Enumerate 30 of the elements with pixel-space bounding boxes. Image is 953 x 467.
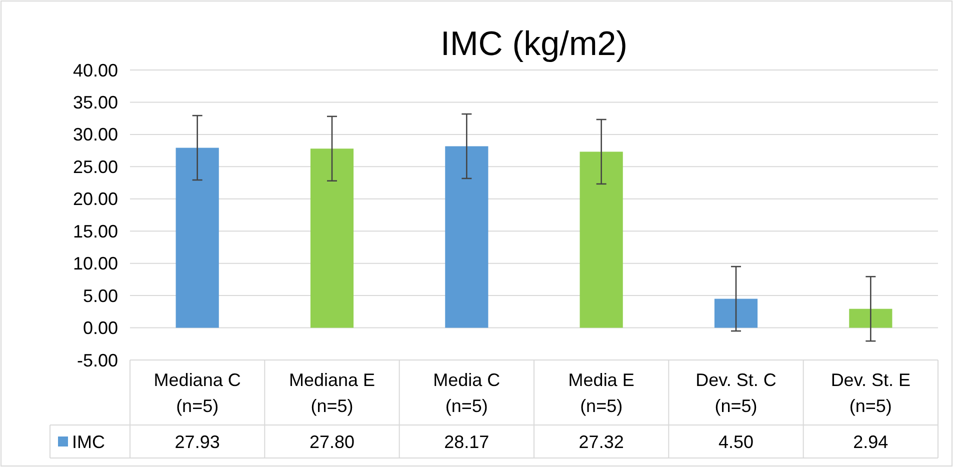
- y-tick-label: 5.00: [82, 286, 118, 306]
- chart-title: IMC (kg/m2): [440, 25, 628, 63]
- data-label: 27.32: [578, 432, 624, 452]
- bar: [580, 152, 623, 328]
- y-tick-label: -5.00: [76, 350, 118, 370]
- y-tick-label: 35.00: [72, 92, 118, 113]
- y-tick-label: 30.00: [72, 124, 118, 145]
- x-tick-label: Media E (n=5): [568, 370, 634, 416]
- y-tick-label: 25.00: [72, 156, 118, 177]
- y-tick-label: 0.00: [82, 318, 118, 338]
- x-tick-label: Dev. St. E (n=5): [830, 370, 911, 416]
- bar: [445, 146, 488, 328]
- x-tick-label: Mediana C (n=5): [154, 370, 241, 416]
- data-label: 27.93: [174, 432, 220, 452]
- x-tick-label: Dev. St. C (n=5): [696, 370, 776, 416]
- y-tick-label: 20.00: [72, 189, 118, 210]
- data-label: 4.50: [718, 432, 754, 452]
- legend-label: IMC: [72, 432, 105, 452]
- x-tick-label: Media C (n=5): [433, 370, 500, 416]
- data-label: 28.17: [444, 432, 490, 452]
- bar: [176, 148, 219, 328]
- bar: [714, 298, 758, 328]
- bar: [310, 148, 354, 328]
- data-label: 2.94: [853, 432, 888, 452]
- y-tick-label: 15.00: [72, 221, 118, 242]
- y-tick-label: 40.00: [72, 60, 118, 80]
- x-tick-label: Mediana E (n=5): [288, 370, 376, 416]
- y-tick-label: 10.00: [72, 254, 118, 274]
- data-label: 27.80: [309, 432, 355, 452]
- bar: [849, 308, 892, 328]
